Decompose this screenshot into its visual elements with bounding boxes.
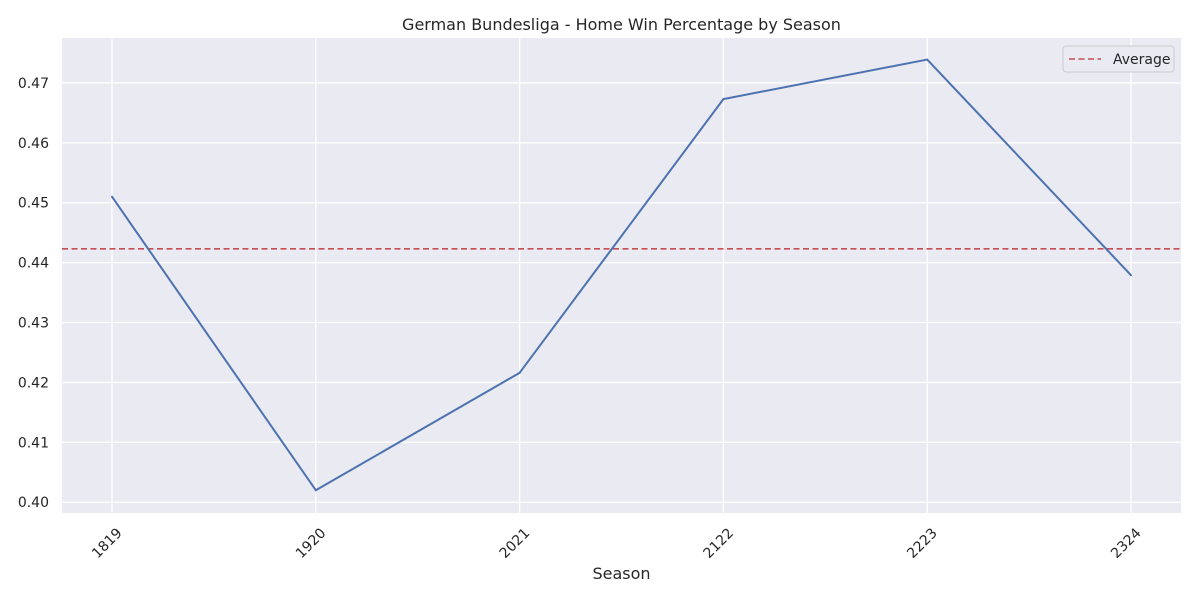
x-tick-label: 2122 xyxy=(700,525,737,562)
x-tick-label: 2021 xyxy=(497,525,534,562)
y-tick-label: 0.41 xyxy=(18,435,49,451)
y-tick-label: 0.47 xyxy=(18,76,49,92)
y-tick-label: 0.44 xyxy=(18,256,49,272)
data-point xyxy=(518,371,521,374)
chart-title: German Bundesliga - Home Win Percentage … xyxy=(402,15,841,34)
series-group xyxy=(111,58,1132,492)
legend: Average xyxy=(1062,45,1175,73)
legend-label-average: Average xyxy=(1113,52,1171,68)
y-tick-label: 0.45 xyxy=(18,196,49,212)
x-tick-label: 2324 xyxy=(1108,525,1145,562)
data-point xyxy=(926,58,929,61)
x-tick-label: 1920 xyxy=(293,525,330,562)
y-tick-label: 0.42 xyxy=(18,375,49,391)
x-tick-label: 1819 xyxy=(89,525,126,562)
y-tick-label: 0.46 xyxy=(18,136,49,152)
legend-box xyxy=(1062,45,1175,73)
y-tick-labels: 0.40 0.41 0.42 0.43 0.44 0.45 0.46 0.47 xyxy=(18,76,49,511)
x-tick-labels: 1819 1920 2021 2122 2223 2324 xyxy=(89,525,1145,562)
data-point xyxy=(111,195,113,198)
y-tick-label: 0.40 xyxy=(18,495,49,511)
x-tick-label: 2223 xyxy=(904,525,941,562)
plot-background xyxy=(62,38,1181,513)
x-axis-label: Season xyxy=(592,564,650,583)
data-point xyxy=(1130,274,1132,277)
series-line-0 xyxy=(111,58,1132,492)
data-point xyxy=(314,489,317,492)
y-tick-label: 0.43 xyxy=(18,316,49,332)
data-point xyxy=(722,98,725,101)
grid-lines xyxy=(62,38,1181,513)
